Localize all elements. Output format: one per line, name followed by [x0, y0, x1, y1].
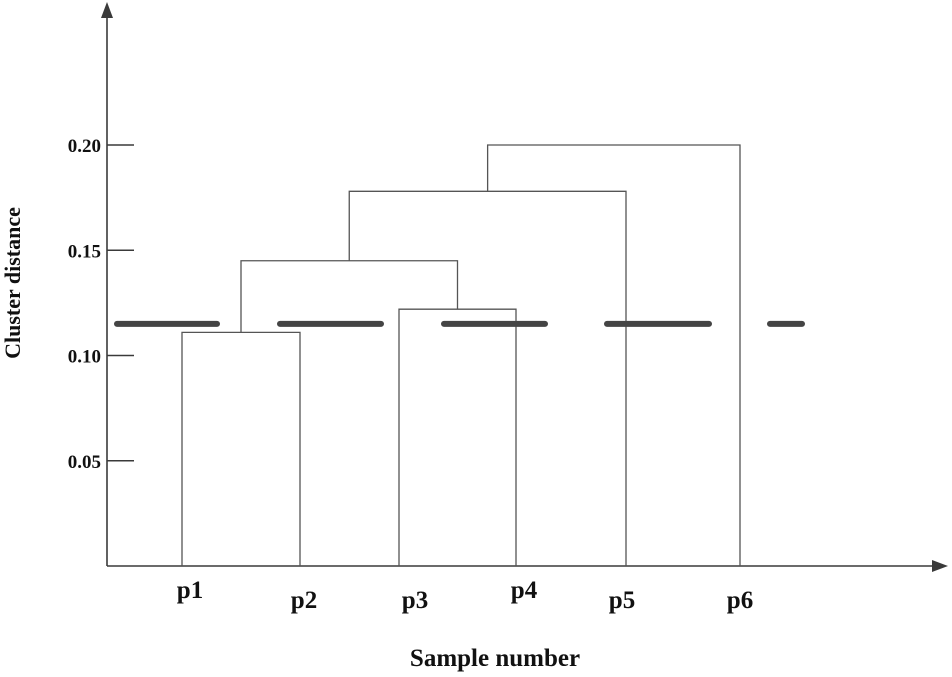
- y-axis-title: Cluster distance: [0, 207, 25, 359]
- y-axis-arrow: [101, 2, 113, 18]
- y-tick-label: 0.15: [68, 241, 101, 262]
- leaf-label-p6: p6: [727, 587, 753, 614]
- merge-link: [348, 190, 627, 566]
- x-axis-arrow: [932, 560, 948, 572]
- y-tick-label: 0.05: [68, 452, 101, 473]
- y-tick-label: 0.20: [68, 136, 101, 157]
- leaf-label-p1: p1: [177, 577, 203, 604]
- dendrogram-links: [181, 144, 741, 566]
- y-tick-label: 0.10: [68, 347, 101, 368]
- x-axis-title: Sample number: [410, 645, 580, 672]
- y-ticks: 0.05 0.10 0.15 0.20: [68, 136, 134, 473]
- merge-link: [398, 308, 517, 566]
- leaf-labels: p1 p2 p3 p4 p5 p6: [177, 577, 753, 614]
- merge-link: [486, 144, 741, 566]
- leaf-label-p4: p4: [511, 577, 538, 604]
- leaf-label-p2: p2: [291, 587, 317, 614]
- merge-link: [181, 331, 301, 566]
- leaf-label-p5: p5: [609, 587, 635, 614]
- leaf-label-p3: p3: [402, 587, 428, 614]
